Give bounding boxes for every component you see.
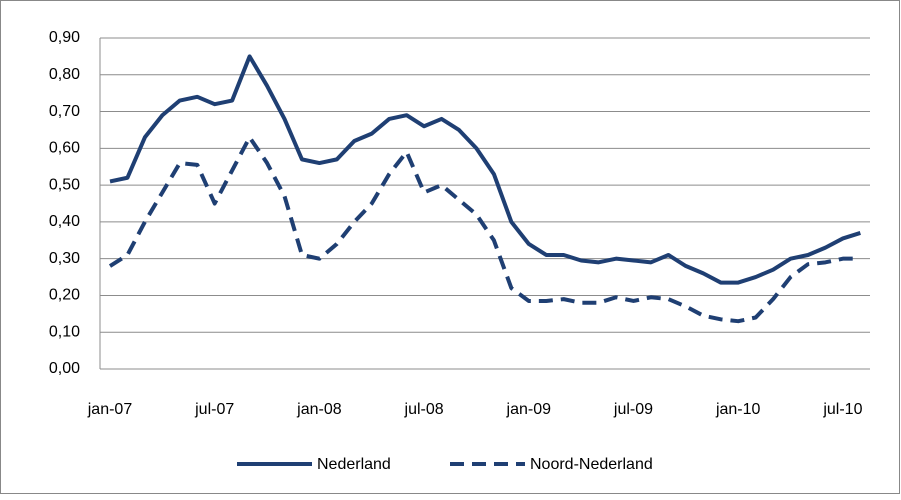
y-tick-label: 0,70 xyxy=(49,103,80,120)
x-tick-label: jan-08 xyxy=(296,401,342,418)
series-line xyxy=(109,54,861,285)
y-tick-label: 0,20 xyxy=(49,287,80,304)
x-tick-label: jul-07 xyxy=(194,401,234,418)
y-tick-label: 0,50 xyxy=(49,176,80,193)
x-tick-label: jul-08 xyxy=(404,401,444,418)
y-tick-label: 0,10 xyxy=(49,323,80,340)
y-tick-label: 0,80 xyxy=(49,66,80,83)
x-tick-label: jan-10 xyxy=(715,401,761,418)
x-tick-label: jul-10 xyxy=(822,401,862,418)
y-tick-label: 0,90 xyxy=(49,29,80,46)
x-tick-label: jan-07 xyxy=(87,401,133,418)
x-tick-label: jan-09 xyxy=(506,401,552,418)
y-tick-label: 0,30 xyxy=(49,250,80,267)
series-line xyxy=(108,135,861,324)
legend-label: Noord-Nederland xyxy=(530,456,653,473)
legend-label: Nederland xyxy=(317,456,391,473)
y-tick-label: 0,40 xyxy=(49,213,80,230)
y-tick-label: 0,60 xyxy=(49,140,80,157)
y-tick-label: 0,00 xyxy=(49,360,80,377)
x-tick-label: jul-09 xyxy=(613,401,653,418)
